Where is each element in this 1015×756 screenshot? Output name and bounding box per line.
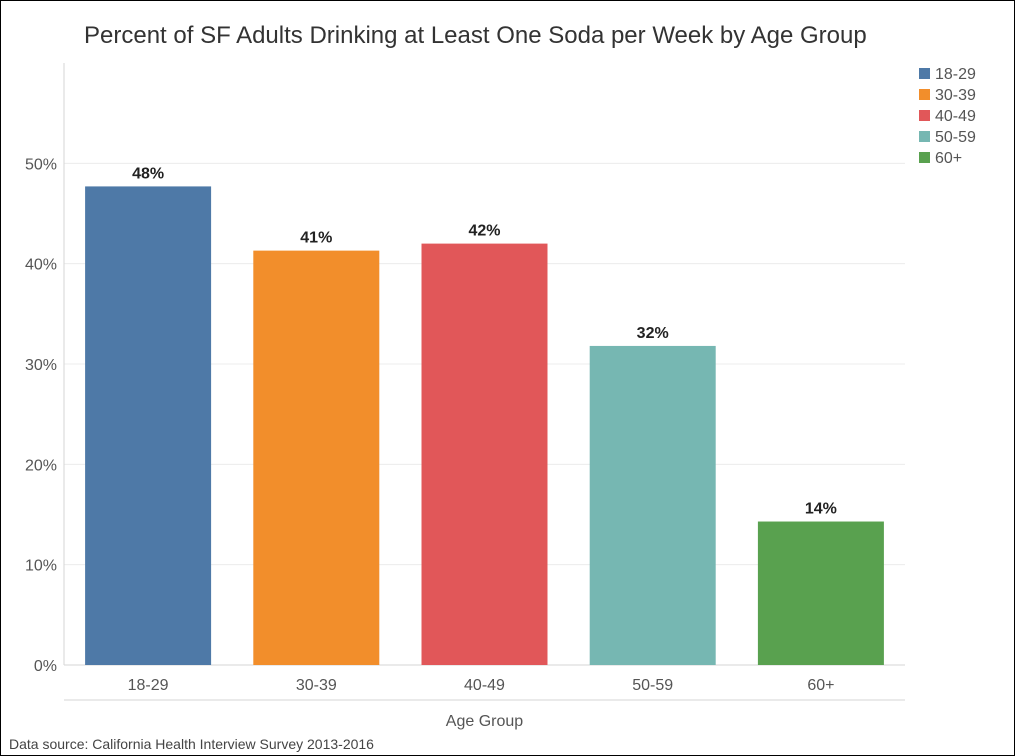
bar-30-39[interactable] bbox=[253, 250, 380, 665]
bar-40-49[interactable] bbox=[421, 243, 548, 665]
legend-label[interactable]: 40-49 bbox=[935, 108, 976, 125]
x-tick-label: 30-39 bbox=[296, 677, 337, 694]
bar-50-59[interactable] bbox=[589, 345, 716, 665]
y-tick-label: 30% bbox=[25, 357, 57, 374]
legend-label[interactable]: 18-29 bbox=[935, 66, 976, 83]
x-tick-label: 40-49 bbox=[464, 677, 505, 694]
data-label: 32% bbox=[637, 325, 669, 342]
x-axis-title: Age Group bbox=[446, 713, 523, 730]
bar-18-29[interactable] bbox=[85, 186, 212, 665]
x-tick-label: 18-29 bbox=[128, 677, 169, 694]
legend-swatch bbox=[919, 152, 930, 163]
x-tick-label: 50-59 bbox=[632, 677, 673, 694]
data-label: 42% bbox=[468, 223, 500, 240]
legend-label[interactable]: 50-59 bbox=[935, 129, 976, 146]
y-tick-label: 40% bbox=[25, 257, 57, 274]
legend-swatch bbox=[919, 131, 930, 142]
y-tick-label: 10% bbox=[25, 558, 57, 575]
legend-label[interactable]: 60+ bbox=[935, 150, 962, 167]
legend-swatch bbox=[919, 68, 930, 79]
legend-swatch bbox=[919, 89, 930, 100]
y-tick-label: 20% bbox=[25, 457, 57, 474]
y-tick-label: 0% bbox=[34, 658, 57, 675]
chart-title: Percent of SF Adults Drinking at Least O… bbox=[84, 22, 867, 49]
bars bbox=[85, 186, 884, 665]
x-tick-label: 60+ bbox=[807, 677, 834, 694]
legend: 18-29 30-39 40-49 50-59 60+ bbox=[919, 66, 976, 167]
data-label: 48% bbox=[132, 165, 164, 182]
data-label: 41% bbox=[300, 230, 332, 247]
data-source-note: Data source: California Health Interview… bbox=[9, 736, 374, 752]
y-tick-label: 50% bbox=[25, 156, 57, 173]
data-labels: 48% 41% 42% 32% 14% bbox=[132, 165, 837, 517]
x-axis-tick-labels: 18-29 30-39 40-49 50-59 60+ bbox=[128, 677, 835, 694]
legend-swatch bbox=[919, 110, 930, 121]
bar-60+[interactable] bbox=[757, 521, 884, 665]
y-axis-tick-labels: 0% 10% 20% 30% 40% 50% bbox=[25, 156, 57, 675]
legend-label[interactable]: 30-39 bbox=[935, 87, 976, 104]
data-label: 14% bbox=[805, 501, 837, 518]
